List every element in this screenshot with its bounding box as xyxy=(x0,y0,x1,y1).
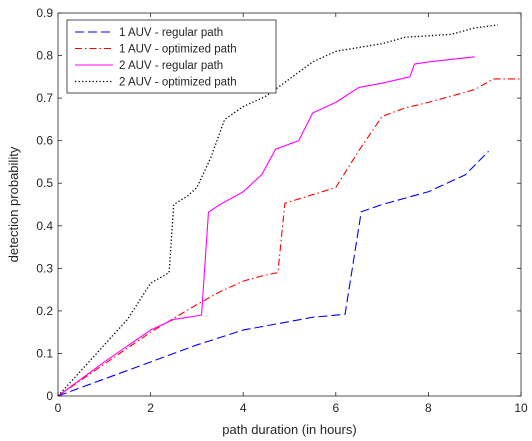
x-tick-label: 4 xyxy=(240,401,247,415)
series-line-3 xyxy=(57,56,475,397)
y-tick-label: 0.4 xyxy=(36,219,53,233)
y-tick-label: 0.1 xyxy=(36,346,53,360)
x-tick-label: 10 xyxy=(514,401,528,415)
series-line-1 xyxy=(57,150,489,397)
legend-label-2: 1 AUV - optimized path xyxy=(119,44,237,56)
x-tick-label: 2 xyxy=(147,401,154,415)
legend-label-3: 2 AUV - regular path xyxy=(119,60,223,72)
y-tick-label: 0 xyxy=(46,389,53,403)
y-tick-label: 0.5 xyxy=(36,176,53,190)
x-tick-label: 0 xyxy=(55,401,62,415)
y-axis-ticks: 0 0.1 0.2 0.3 0.4 0.5 0.6 0.7 0.8 0.9 xyxy=(36,6,521,403)
y-tick-label: 0.9 xyxy=(36,6,53,20)
y-tick-label: 0.7 xyxy=(36,91,53,105)
x-axis-label: path duration (in hours) xyxy=(222,422,356,437)
legend: 1 AUV - regular path 1 AUV - optimized pa… xyxy=(66,19,277,94)
y-axis-label: detection probability xyxy=(6,146,21,262)
x-tick-label: 8 xyxy=(425,401,432,415)
y-tick-label: 0.3 xyxy=(36,261,53,275)
series-layer xyxy=(57,24,521,397)
series-line-4 xyxy=(57,24,498,397)
legend-label-4: 2 AUV - optimized path xyxy=(119,77,237,89)
x-tick-label: 6 xyxy=(332,401,339,415)
y-tick-label: 0.8 xyxy=(36,49,53,63)
legend-label-1: 1 AUV - regular path xyxy=(119,27,223,39)
series-line-2 xyxy=(57,78,521,397)
y-tick-label: 0.2 xyxy=(36,304,53,318)
y-tick-label: 0.6 xyxy=(36,134,53,148)
x-axis-ticks: 0 2 4 6 8 10 xyxy=(55,13,528,415)
